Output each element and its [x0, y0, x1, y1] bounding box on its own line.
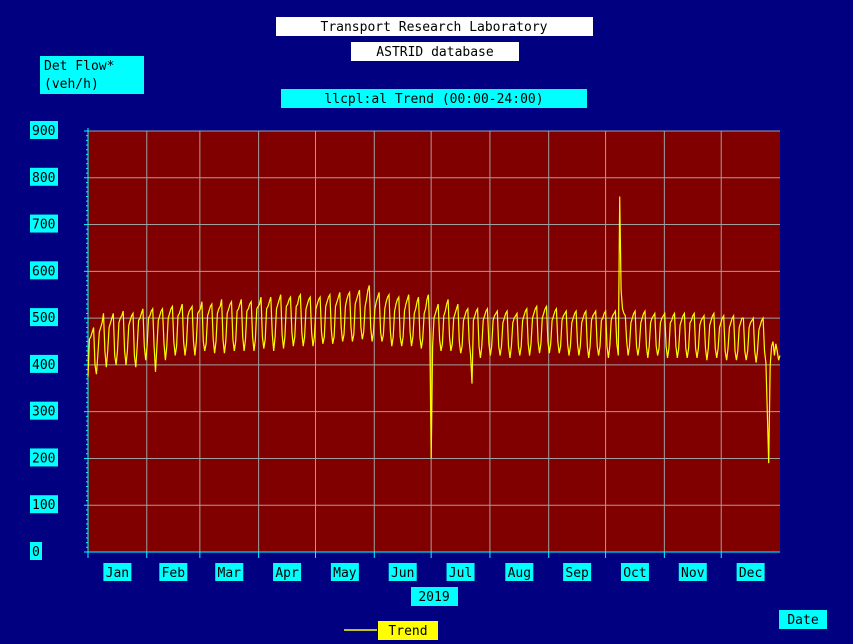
y-tick-label-box — [30, 354, 58, 373]
x-tick-label-box — [446, 563, 475, 581]
y-tick-label-box — [30, 214, 58, 233]
x-tick-label: Dec — [739, 566, 762, 581]
y-tick-label: 600 — [32, 264, 55, 279]
x-tick-label-box — [678, 563, 707, 581]
x-tick-label-box — [620, 563, 649, 581]
x-tick-label: May — [333, 566, 357, 581]
y-tick-label: 700 — [32, 218, 55, 233]
y-tick-label: 900 — [32, 124, 55, 139]
y-tick-label-box — [30, 542, 42, 560]
grid-lines — [88, 130, 780, 552]
ylabel-box — [40, 56, 144, 94]
y-tick-label: 0 — [32, 545, 40, 560]
x-tick-label-box — [103, 563, 132, 581]
y-tick-label-box — [30, 167, 58, 186]
x-tick-labels: Jan Feb Mar Apr May Jun Jul Aug Sep Oct Nov Dec — [103, 563, 765, 581]
y-tick-label: 200 — [32, 451, 55, 466]
legend-label-box — [378, 621, 438, 640]
x-tick-label-box — [388, 563, 417, 581]
x-tick-label: Oct — [623, 566, 646, 581]
y-tick-label-box — [30, 401, 58, 420]
subtitle-box — [281, 89, 587, 108]
x-tick-label-box — [273, 563, 302, 581]
xlabel-box — [779, 610, 827, 629]
y-tick-label-box — [30, 448, 58, 467]
y-tick-label: 400 — [32, 358, 55, 373]
x-tick-label: Sep — [565, 566, 589, 581]
y-tick-label-box — [30, 121, 58, 139]
x-tick-label: Feb — [162, 566, 186, 581]
x-tick-label: Apr — [275, 566, 299, 581]
x-tick-label-box — [159, 563, 188, 581]
x-tick-label: Jan — [106, 566, 129, 581]
y-tick-label: 800 — [32, 171, 55, 186]
y-tick-label: 100 — [32, 498, 55, 513]
legend-label-trend: Trend — [388, 624, 427, 639]
x-tick-label: Jul — [449, 566, 472, 581]
ylabel-line1: Det Flow* — [44, 59, 114, 74]
y-tick-label-box — [30, 261, 58, 280]
x-tick-label-box — [563, 563, 592, 581]
x-axis-label: Date — [787, 613, 818, 628]
chart-subtitle: llcpl:al Trend (00:00-24:00) — [324, 92, 543, 107]
x-tick-label-box — [215, 563, 244, 581]
legend: Trend — [344, 621, 438, 640]
y-tick-labels: 0 100 200 300 400 500 600 700 800 900 — [30, 121, 58, 560]
y-tick-label-box — [30, 495, 58, 514]
axes — [84, 128, 780, 558]
x-tick-label: Aug — [508, 566, 531, 581]
title-line2: ASTRID database — [376, 45, 494, 60]
y-tick-label: 500 — [32, 311, 55, 326]
x-tick-label-box — [330, 563, 359, 581]
x-tick-label-box — [736, 563, 765, 581]
title-line2-box — [351, 42, 519, 61]
x-tick-label-box — [505, 563, 534, 581]
x-tick-label: Nov — [681, 566, 705, 581]
ylabel-line2: (veh/h) — [44, 77, 99, 92]
x-tick-label: Jun — [391, 566, 414, 581]
x-tick-label: Mar — [218, 566, 242, 581]
series-line-trend — [87, 196, 781, 464]
year-label: 2019 — [418, 590, 449, 605]
year-label-box — [411, 587, 458, 606]
y-tick-label-box — [30, 308, 58, 327]
title-line1-box — [276, 17, 593, 36]
title-line1: Transport Research Laboratory — [321, 20, 548, 35]
y-tick-label: 300 — [32, 405, 55, 420]
